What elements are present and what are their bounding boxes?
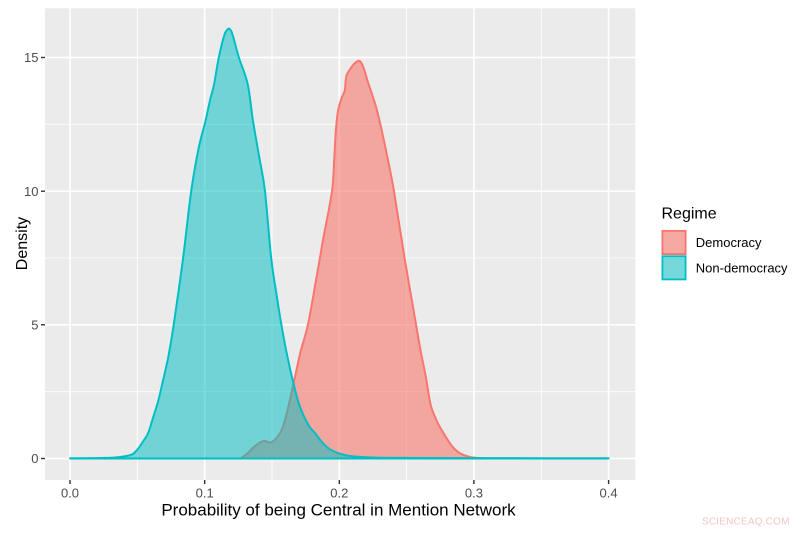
svg-text:5: 5 — [31, 317, 38, 332]
svg-text:0.2: 0.2 — [330, 486, 348, 501]
svg-text:Regime: Regime — [662, 205, 717, 222]
svg-text:0.1: 0.1 — [196, 486, 214, 501]
svg-text:10: 10 — [24, 184, 38, 199]
svg-text:Democracy: Democracy — [696, 235, 762, 250]
svg-text:15: 15 — [24, 50, 38, 65]
svg-text:Density: Density — [14, 217, 31, 270]
svg-text:Probability of being Central i: Probability of being Central in Mention … — [161, 501, 516, 520]
svg-text:SCIENCEAQ.COM: SCIENCEAQ.COM — [702, 517, 790, 528]
svg-text:0.0: 0.0 — [61, 486, 79, 501]
svg-text:0.3: 0.3 — [465, 486, 483, 501]
svg-text:Non-democracy: Non-democracy — [696, 260, 788, 275]
svg-text:0.4: 0.4 — [600, 486, 618, 501]
svg-text:0: 0 — [31, 451, 38, 466]
